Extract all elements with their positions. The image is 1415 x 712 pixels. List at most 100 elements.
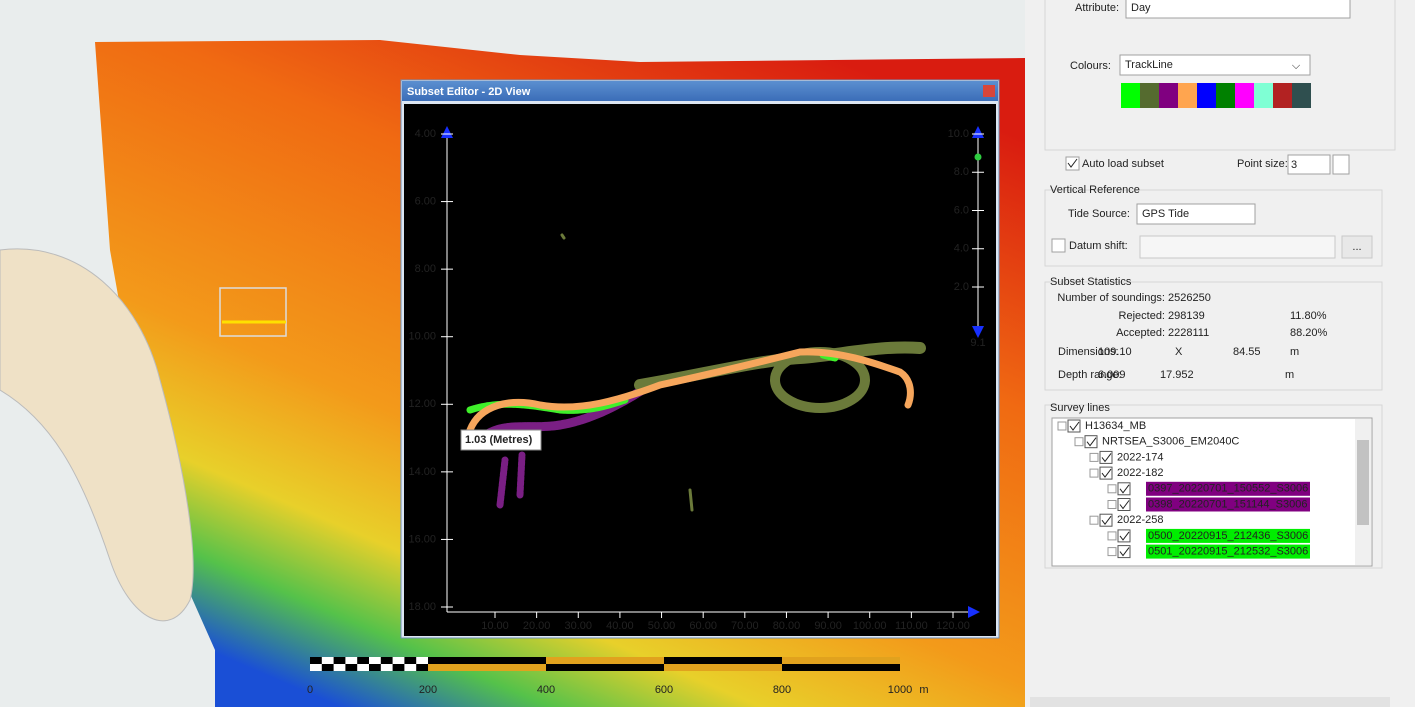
scale-segment	[664, 664, 782, 671]
y-tick-label: 16.00	[408, 533, 436, 545]
x-tick-label: 120.00	[936, 620, 970, 632]
point-size-value: 3	[1291, 159, 1297, 171]
tree-expander	[1108, 532, 1116, 540]
colours-value: TrackLine	[1125, 59, 1173, 71]
x-tick-label: 30.00	[565, 620, 593, 632]
tree-item-label[interactable]: 0398_20220701_151144_S3006	[1148, 498, 1307, 510]
stat-value: 88.20%	[1290, 327, 1328, 339]
y-tick-label: 10.00	[408, 331, 436, 343]
tree-expander	[1090, 453, 1098, 461]
x-tick-label: 100.00	[853, 620, 887, 632]
tree-checkbox[interactable]	[1100, 467, 1112, 479]
browse-label: ...	[1352, 241, 1361, 253]
stat-label: Number of soundings:	[1057, 292, 1165, 304]
colour-swatch	[1292, 83, 1311, 108]
y-tick-label: 12.00	[408, 398, 436, 410]
colour-swatch	[1121, 83, 1140, 108]
tree-expander	[1058, 422, 1066, 430]
tree-item-label[interactable]: 0501_20220915_212532_S3006	[1148, 546, 1308, 558]
x-tick-label: 50.00	[648, 620, 676, 632]
stat-value: m	[1285, 369, 1294, 381]
tree-checkbox[interactable]	[1085, 436, 1097, 448]
tree-checkbox[interactable]	[1118, 546, 1130, 558]
slider-tick-label: 4.0	[954, 243, 969, 255]
scale-check	[393, 657, 405, 664]
tree-item-label[interactable]: 2022-174	[1117, 451, 1164, 463]
tree-expander	[1075, 438, 1083, 446]
colour-swatch	[1235, 83, 1254, 108]
tree-item-label[interactable]: NRTSEA_S3006_EM2040C	[1102, 436, 1239, 448]
stat-value: 2228111	[1168, 327, 1209, 339]
stat-value: 84.55	[1233, 346, 1261, 358]
x-tick-label: 110.00	[895, 620, 928, 632]
scale-segment	[428, 664, 546, 671]
scale-check	[334, 664, 346, 671]
tree-checkbox[interactable]	[1100, 514, 1112, 526]
tree-item-label[interactable]: 2022-182	[1117, 467, 1164, 479]
scale-segment	[546, 657, 664, 664]
scale-check	[381, 664, 393, 671]
tree-item-label[interactable]: 2022-258	[1117, 514, 1164, 526]
tree-item-label[interactable]: 0397_20220701_150552_S3006	[1148, 483, 1308, 495]
attribute-value: Day	[1131, 2, 1151, 14]
tree-checkbox[interactable]	[1118, 483, 1130, 495]
dropdown-arrow: ⌵	[1292, 60, 1301, 72]
tide-source-label: Tide Source:	[1068, 208, 1130, 220]
tree-item-label[interactable]: 0500_20220915_212436_S3006	[1148, 530, 1308, 542]
vertical-reference-title: Vertical Reference	[1050, 184, 1140, 196]
x-tick-label: 20.00	[523, 620, 551, 632]
stat-value: 109.10	[1098, 346, 1132, 358]
scale-check	[322, 657, 334, 664]
x-tick-label: 70.00	[731, 620, 759, 632]
scale-check	[310, 664, 322, 671]
datum-shift-input[interactable]	[1140, 236, 1335, 258]
y-tick-label: 8.00	[415, 263, 436, 275]
attribute-combo[interactable]	[1126, 0, 1350, 18]
x-tick-label: 90.00	[814, 620, 842, 632]
colour-swatch	[1197, 83, 1216, 108]
y-tick-label: 18.00	[408, 601, 436, 613]
stat-label: Rejected:	[1119, 310, 1165, 322]
tree-checkbox[interactable]	[1118, 530, 1130, 542]
h-scrollbar[interactable]	[1030, 697, 1390, 707]
subset-editor-window[interactable]: Subset Editor - 2D View 4.006.008.0010.0…	[401, 80, 999, 638]
datum-shift-checkbox[interactable]	[1052, 239, 1065, 252]
point-size-spinner[interactable]	[1333, 155, 1349, 174]
tree-expander	[1108, 485, 1116, 493]
y-tick-label: 4.00	[415, 128, 436, 140]
slider-tick-label: 6.0	[954, 204, 969, 216]
colour-swatch	[1254, 83, 1273, 108]
auto-load-label: Auto load subset	[1082, 158, 1164, 170]
scale-label: 1000	[888, 684, 912, 696]
tide-source-value: GPS Tide	[1142, 208, 1189, 220]
stat-value: 11.80%	[1290, 310, 1327, 322]
colour-swatches	[1121, 83, 1311, 108]
scale-label: 800	[773, 684, 791, 696]
scale-label: 400	[537, 684, 555, 696]
tree-expander	[1108, 501, 1116, 509]
window-title: Subset Editor - 2D View	[407, 86, 531, 98]
scale-label: m	[919, 684, 928, 696]
tree-expander	[1090, 516, 1098, 524]
colour-swatch	[1273, 83, 1292, 108]
slider-tick-label: 8.0	[954, 166, 969, 178]
stat-value: 17.952	[1160, 369, 1194, 381]
colour-swatch	[1178, 83, 1197, 108]
x-tick-label: 10.00	[481, 620, 509, 632]
tree-checkbox[interactable]	[1118, 499, 1130, 511]
scale-label: 600	[655, 684, 673, 696]
stat-value: m	[1290, 346, 1299, 358]
scale-check	[345, 657, 357, 664]
tree-checkbox[interactable]	[1068, 420, 1080, 432]
colour-swatch	[1159, 83, 1178, 108]
tree-expander	[1108, 548, 1116, 556]
scale-check	[369, 657, 381, 664]
tree-checkbox[interactable]	[1100, 451, 1112, 463]
tree-item-label[interactable]: H13634_MB	[1085, 420, 1146, 432]
scale-check	[357, 664, 369, 671]
tree-scroll-thumb[interactable]	[1357, 440, 1369, 525]
point-size-label: Point size:	[1237, 158, 1288, 170]
close-button[interactable]	[983, 85, 995, 97]
scale-segment	[782, 657, 900, 664]
attribute-label: Attribute:	[1075, 2, 1119, 14]
